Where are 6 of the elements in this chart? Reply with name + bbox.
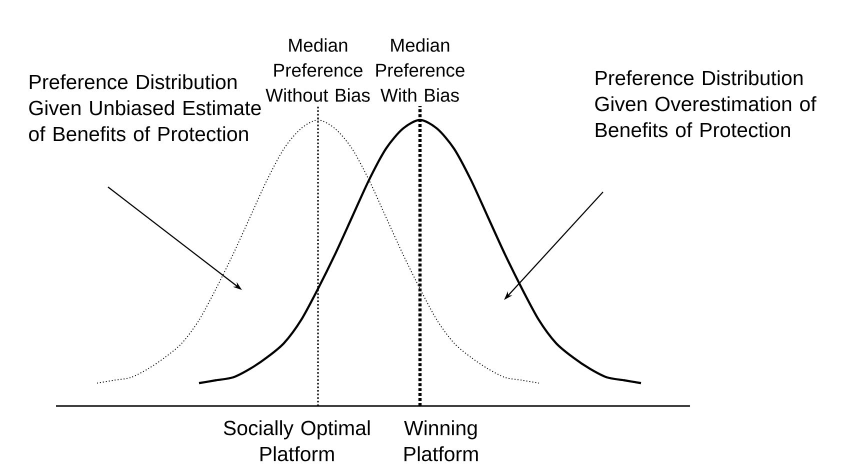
annotation: Preference Distribution Given Overestimation of Benefits of Protection	[595, 70, 816, 138]
text: Median Preference With Bias	[376, 38, 464, 102]
text: Socially Optimal Platform	[224, 420, 370, 462]
text: Median Preference Without Bias	[266, 38, 370, 102]
text: Winning Platform	[404, 420, 478, 462]
annotation: Preference Distribution Given Unbiased Estimate of Benefits of Protection	[29, 74, 261, 142]
